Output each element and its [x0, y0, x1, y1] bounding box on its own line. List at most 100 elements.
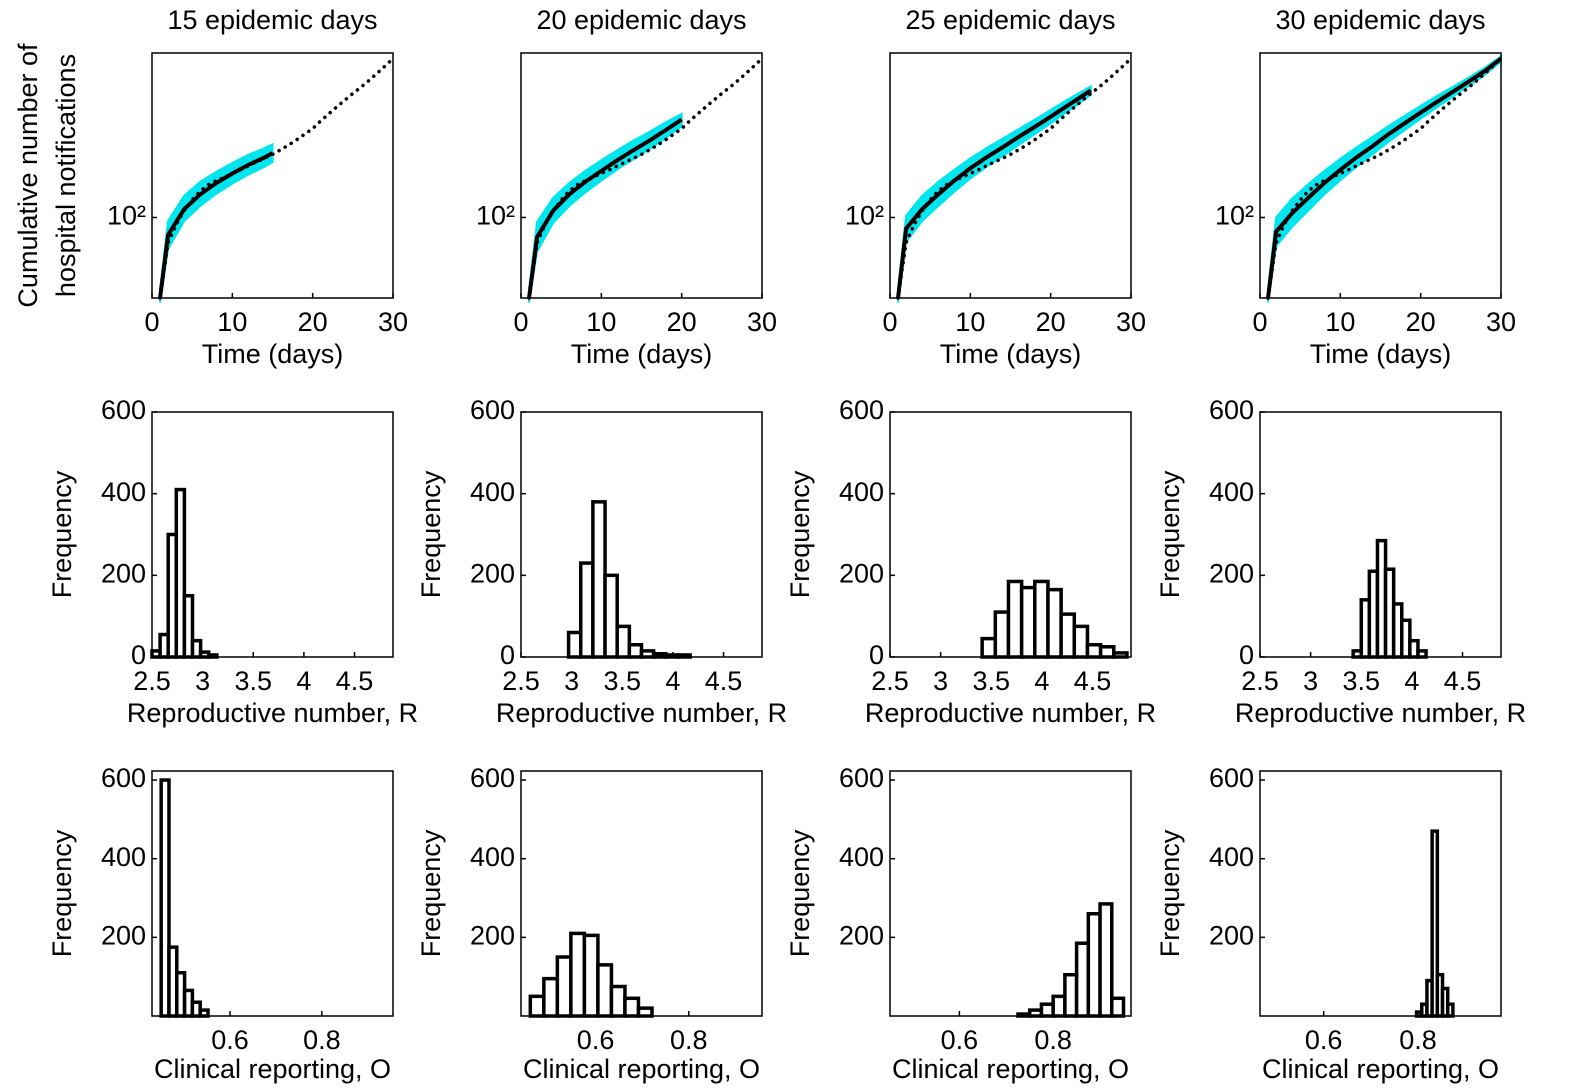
histogram-bar [591, 500, 607, 659]
x-tick-label: 0.8 [1399, 1025, 1437, 1055]
x-tick-label: 10 [586, 307, 616, 337]
axes-frame [1259, 411, 1502, 658]
x-axis-label: Clinical reporting, O [523, 1054, 760, 1084]
y-axis-label: Frequency [1155, 470, 1185, 598]
x-axis-label: Reproductive number, R [865, 698, 1156, 728]
histogram-bar [1110, 996, 1126, 1018]
histogram-bar [1019, 585, 1037, 659]
x-axis-label: Time (days) [571, 339, 713, 369]
y-tick-label: 0 [500, 640, 515, 670]
observed-line [527, 56, 764, 300]
x-tick-label: 0.6 [1305, 1025, 1343, 1055]
histogram-bar [1074, 941, 1091, 1018]
histogram-bar [639, 649, 656, 659]
y-tick-label: 0 [1239, 640, 1254, 670]
y-tick-label: 600 [1209, 395, 1254, 425]
histogram-bar [1033, 579, 1050, 659]
y-tick-label: 400 [1209, 477, 1254, 507]
histogram-bar [609, 984, 627, 1018]
histogram-bar [569, 931, 587, 1018]
histogram-bar [623, 996, 641, 1018]
axes-frame [1259, 52, 1502, 299]
x-axis-label: Clinical reporting, O [154, 1054, 391, 1084]
x-axis-label: Reproductive number, R [496, 698, 787, 728]
histogram-bar [1063, 972, 1079, 1018]
y-tick-label: 200 [839, 558, 884, 588]
y-axis-label: Frequency [785, 829, 815, 957]
fit-line [1266, 56, 1503, 299]
x-tick-label: 0.6 [941, 1025, 979, 1055]
x-tick-label: 30 [747, 307, 777, 337]
panel-title: 25 epidemic days [905, 5, 1115, 35]
y-tick-label: 600 [470, 763, 515, 793]
x-tick-label: 4 [296, 666, 311, 696]
histogram-bar [1085, 643, 1103, 659]
y-tick-label: 0 [869, 640, 884, 670]
histogram-bar [603, 573, 619, 659]
y-tick-label: 200 [839, 920, 884, 950]
x-tick-label: 4.5 [336, 666, 374, 696]
y-tick-label: 400 [839, 477, 884, 507]
y-tick-label: 10² [107, 201, 146, 231]
histogram-bar [1006, 579, 1024, 659]
x-tick-label: 3.5 [1342, 666, 1380, 696]
y-tick-label: 600 [1209, 763, 1254, 793]
x-tick-label: 2.5 [871, 666, 909, 696]
x-tick-label: 10 [1325, 307, 1355, 337]
x-tick-label: 20 [1406, 307, 1436, 337]
y-tick-label: 600 [101, 763, 146, 793]
histogram-bar [555, 955, 573, 1018]
y-tick-label: 200 [101, 920, 146, 950]
y-tick-label: 600 [470, 395, 515, 425]
simulation-band [528, 112, 683, 303]
x-axis-label: Clinical reporting, O [892, 1054, 1129, 1084]
histogram-bar [596, 963, 614, 1018]
histogram-bar [1072, 624, 1090, 659]
x-axis-label: Reproductive number, R [1235, 698, 1526, 728]
x-tick-label: 30 [378, 307, 408, 337]
x-tick-label: 3 [195, 666, 210, 696]
y-tick-label: 600 [839, 395, 884, 425]
x-tick-label: 3.5 [234, 666, 272, 696]
y-axis-label: Frequency [47, 470, 77, 598]
histogram-bar [1445, 1002, 1455, 1018]
x-tick-label: 30 [1116, 307, 1146, 337]
x-tick-label: 3 [1303, 666, 1318, 696]
x-tick-label: 20 [1036, 307, 1066, 337]
y-tick-label: 10² [1215, 201, 1254, 231]
histogram-bar [542, 976, 560, 1018]
histogram-bar [1059, 612, 1077, 659]
y-tick-label: 200 [1209, 558, 1254, 588]
x-tick-label: 0.8 [1034, 1025, 1072, 1055]
x-tick-label: 20 [667, 307, 697, 337]
histogram-bar [582, 933, 600, 1018]
axes-frame [889, 52, 1132, 299]
histogram-bar [578, 561, 595, 659]
x-axis-label: Time (days) [1310, 339, 1452, 369]
y-axis-label: Frequency [416, 470, 446, 598]
axes-frame [889, 411, 1132, 658]
y-tick-label: 200 [1209, 920, 1254, 950]
y-tick-label: 600 [101, 395, 146, 425]
panel-title: 20 epidemic days [536, 5, 746, 35]
x-tick-label: 0.6 [211, 1025, 249, 1055]
x-tick-label: 0 [513, 307, 528, 337]
y-tick-label: 400 [470, 477, 515, 507]
fit-line [158, 151, 274, 299]
y-tick-label: 600 [839, 763, 884, 793]
y-axis-label: hospital notifications [51, 54, 81, 297]
x-tick-label: 30 [1486, 307, 1516, 337]
y-tick-label: 10² [845, 201, 884, 231]
y-tick-label: 400 [470, 842, 515, 872]
histogram-bar [1039, 1002, 1055, 1018]
y-tick-label: 400 [101, 477, 146, 507]
histogram-bar [198, 1008, 210, 1018]
x-tick-label: 4.5 [1074, 666, 1112, 696]
axes-frame [151, 52, 394, 299]
x-tick-label: 2.5 [502, 666, 540, 696]
histogram-bar [615, 624, 632, 659]
x-tick-label: 0 [882, 307, 897, 337]
x-tick-label: 4 [665, 666, 680, 696]
panel-title: 30 epidemic days [1275, 5, 1485, 35]
